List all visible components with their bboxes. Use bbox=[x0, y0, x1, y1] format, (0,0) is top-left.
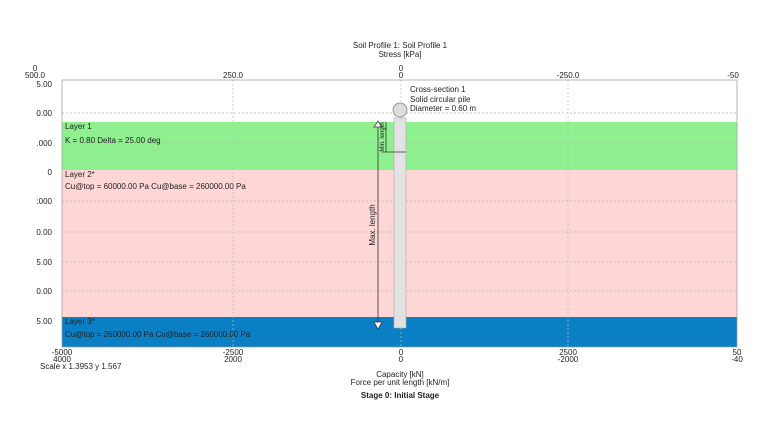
tick-label: 2000 bbox=[224, 355, 242, 364]
tick-label: 50 bbox=[733, 348, 742, 357]
plot-frame bbox=[61, 79, 738, 348]
tick-label: -40 bbox=[731, 355, 743, 364]
tick-label: -2000 bbox=[558, 355, 579, 364]
tick-label: 0.00 bbox=[36, 228, 52, 237]
tick-label: 5.00 bbox=[36, 80, 52, 89]
layer-props: Cu@top = 260000.00 Pa Cu@base = 260000.0… bbox=[65, 330, 251, 339]
tick-label: 0.00 bbox=[36, 109, 52, 118]
layer-name: Layer 1 bbox=[65, 122, 92, 131]
axis-label: Capacity [kN] bbox=[376, 370, 424, 379]
pile-head bbox=[392, 102, 408, 118]
tick-label: 0 bbox=[33, 64, 38, 73]
tick-label: 0.00 bbox=[36, 287, 52, 296]
max-length-label: Max. length bbox=[368, 204, 377, 245]
pile-info: Solid circular pile bbox=[410, 95, 471, 104]
tick-label: 250.0 bbox=[223, 71, 244, 80]
tick-label: :000 bbox=[36, 197, 52, 206]
min-length-label: Min. length bbox=[380, 122, 386, 151]
layer-name: Layer 2* bbox=[65, 170, 95, 179]
tick-label: -2500 bbox=[223, 348, 244, 357]
tick-label: 0 bbox=[399, 71, 404, 80]
pile-info: Diameter = 0.60 m bbox=[410, 104, 476, 113]
title: Soil Profile 1: Soil Profile 1 bbox=[353, 41, 448, 50]
tick-label: -5000 bbox=[52, 348, 73, 357]
tick-label: 0 bbox=[399, 64, 404, 73]
arrow bbox=[373, 321, 383, 330]
tick-label: .000 bbox=[36, 139, 52, 148]
pile bbox=[393, 117, 407, 329]
tick-label: -50 bbox=[727, 71, 739, 80]
tick-label: -250.0 bbox=[557, 71, 580, 80]
axis-label: Force per unit length [kN/m] bbox=[351, 378, 450, 387]
layer-props: K = 0.80 Delta = 25.00 deg bbox=[65, 136, 161, 145]
tick-label: 500.0 bbox=[25, 71, 46, 80]
layer-name: Layer 3* bbox=[65, 317, 95, 326]
tick-label: 0 bbox=[48, 168, 53, 177]
arrow bbox=[373, 120, 383, 128]
tick-label: 0 bbox=[399, 355, 404, 364]
layer-props: Cu@top = 60000.00 Pa Cu@base = 260000.00… bbox=[65, 182, 246, 191]
tick-label: 5.00 bbox=[36, 317, 52, 326]
scale-label: Scale x 1.3953 y 1.567 bbox=[40, 362, 122, 371]
tick-label: 5.00 bbox=[36, 258, 52, 267]
stage-title: Stage 0: Initial Stage bbox=[361, 391, 440, 400]
pile-info: Cross-section 1 bbox=[410, 85, 466, 94]
tick-label: 4000 bbox=[53, 355, 71, 364]
axis-label: Stress [kPa] bbox=[378, 50, 421, 59]
tick-label: 0 bbox=[399, 348, 404, 357]
tick-label: 2500 bbox=[559, 348, 577, 357]
